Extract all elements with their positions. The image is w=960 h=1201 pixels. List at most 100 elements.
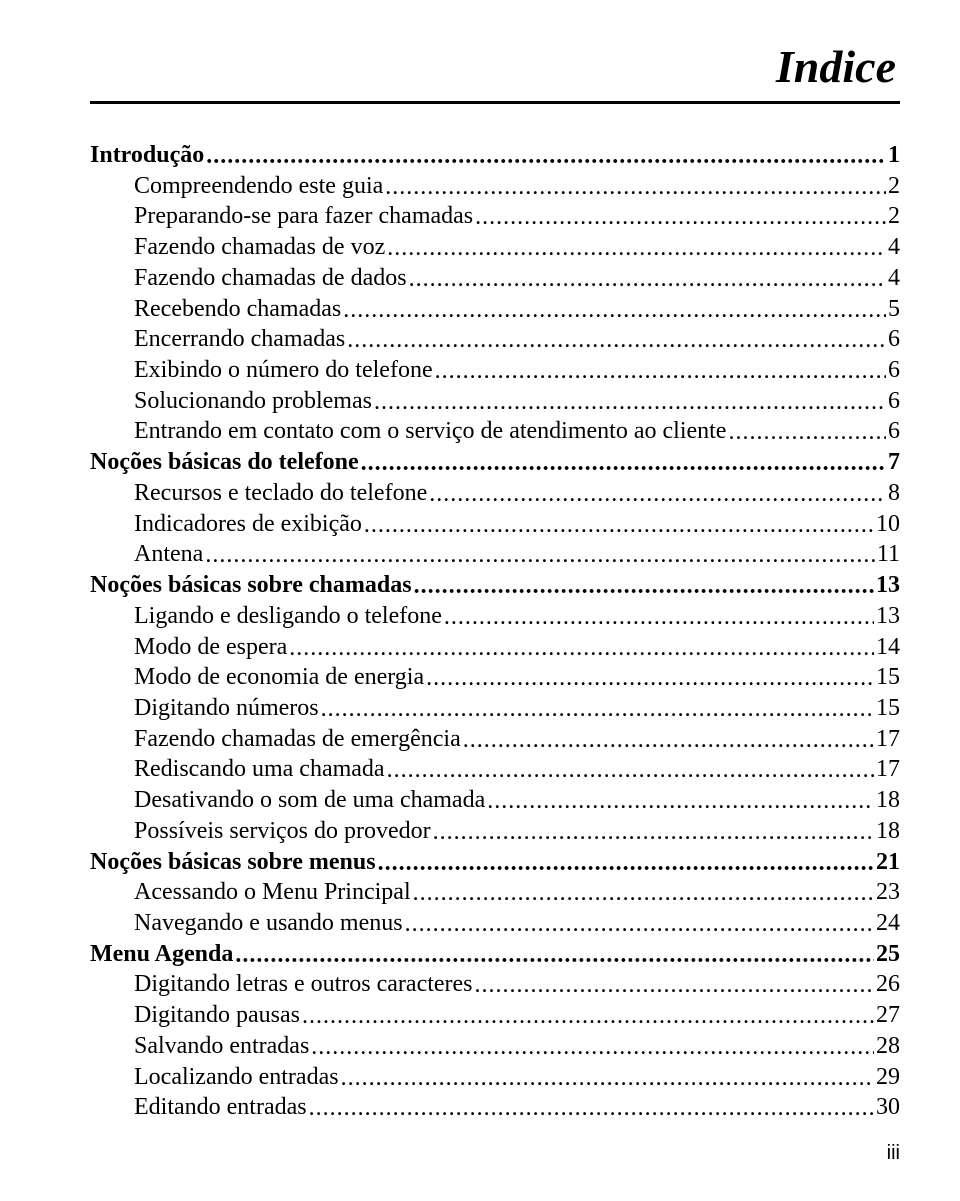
toc-label: Antena [134,539,203,570]
toc-page-number: 11 [877,539,900,570]
toc-page-number: 4 [888,232,900,263]
toc-label: Solucionando problemas [134,386,372,417]
toc-leader-dots [235,940,874,970]
toc-label: Digitando números [134,693,319,724]
toc-entry: Compreendendo este guia2 [90,171,900,202]
toc-page-number: 18 [876,785,900,816]
toc-page-number: 6 [888,355,900,386]
toc-entry: Preparando-se para fazer chamadas2 [90,201,900,232]
toc-page-number: 15 [876,662,900,693]
page-number: iii [887,1142,900,1165]
toc-entry: Editando entradas 30 [90,1092,900,1123]
toc-page-number: 7 [888,447,900,478]
toc-entry: Possíveis serviços do provedor18 [90,816,900,847]
toc-leader-dots [433,817,874,847]
toc-leader-dots [463,725,874,755]
toc-entry: Recursos e teclado do telefone8 [90,478,900,509]
toc-page-number: 15 [876,693,900,724]
toc-leader-dots [206,141,886,171]
toc-section: Noções básicas sobre menus21 [90,847,900,878]
toc-page-number: 6 [888,324,900,355]
toc-page-number: 13 [876,570,900,601]
toc-entry: Indicadores de exibição10 [90,509,900,540]
toc-label: Desativando o som de uma chamada [134,785,485,816]
toc-page-number: 30 [876,1092,900,1123]
toc-label: Digitando pausas [134,1000,300,1031]
toc-section: Menu Agenda25 [90,939,900,970]
toc-page-number: 10 [876,509,900,540]
toc-entry: Modo de economia de energia 15 [90,662,900,693]
toc-entry: Modo de espera14 [90,632,900,663]
toc-label: Introdução [90,140,204,171]
toc-label: Exibindo o número do telefone [134,355,433,386]
toc-section: Noções básicas do telefone7 [90,447,900,478]
toc-leader-dots [309,1093,874,1123]
toc-page-number: 24 [876,908,900,939]
toc-leader-dots [413,878,874,908]
toc-page-number: 23 [876,877,900,908]
toc-leader-dots [378,848,874,878]
toc-entry: Fazendo chamadas de voz4 [90,232,900,263]
toc-label: Fazendo chamadas de emergência [134,724,461,755]
toc-leader-dots [444,602,874,632]
toc-page-number: 6 [888,416,900,447]
toc-page-number: 28 [876,1031,900,1062]
toc-entry: Ligando e desligando o telefone13 [90,601,900,632]
toc-entry: Navegando e usando menus 24 [90,908,900,939]
toc-leader-dots [426,663,874,693]
toc-page-number: 13 [876,601,900,632]
toc-label: Navegando e usando menus [134,908,403,939]
toc-entry: Salvando entradas 28 [90,1031,900,1062]
toc-page-number: 26 [876,969,900,1000]
toc-label: Encerrando chamadas [134,324,345,355]
toc-entry: Digitando letras e outros caracteres26 [90,969,900,1000]
toc-page-number: 1 [888,140,900,171]
toc-page-number: 17 [876,724,900,755]
toc-leader-dots [385,172,886,202]
toc-leader-dots [302,1001,874,1031]
toc-leader-dots [435,356,886,386]
toc-leader-dots [414,571,874,601]
toc-page-number: 5 [888,294,900,325]
toc-label: Fazendo chamadas de dados [134,263,407,294]
toc-label: Recursos e teclado do telefone [134,478,427,509]
page: Indice Introdução1Compreendendo este gui… [0,0,960,1201]
toc-label: Noções básicas sobre chamadas [90,570,412,601]
toc-leader-dots [347,325,886,355]
toc-label: Editando entradas [134,1092,307,1123]
toc-leader-dots [321,694,874,724]
toc-entry: Acessando o Menu Principal23 [90,877,900,908]
toc-entry: Recebendo chamadas 5 [90,294,900,325]
toc-page-number: 6 [888,386,900,417]
toc-entry: Fazendo chamadas de emergência 17 [90,724,900,755]
toc-entry: Localizando entradas29 [90,1062,900,1093]
title-rule [90,101,900,104]
toc-page-number: 4 [888,263,900,294]
toc-label: Salvando entradas [134,1031,309,1062]
toc-entry: Entrando em contato com o serviço de ate… [90,416,900,447]
toc-entry: Digitando pausas 27 [90,1000,900,1031]
toc-label: Rediscando uma chamada [134,754,385,785]
toc-entry: Digitando números 15 [90,693,900,724]
toc-entry: Encerrando chamadas 6 [90,324,900,355]
toc-page-number: 29 [876,1062,900,1093]
toc-leader-dots [374,387,886,417]
toc-leader-dots [289,633,874,663]
toc-page-number: 2 [888,201,900,232]
toc-leader-dots [409,264,886,294]
toc-page-number: 17 [876,754,900,785]
toc-leader-dots [487,786,874,816]
toc-page-number: 18 [876,816,900,847]
toc-section: Noções básicas sobre chamadas 13 [90,570,900,601]
toc-page-number: 27 [876,1000,900,1031]
toc-leader-dots [475,202,886,232]
toc-label: Recebendo chamadas [134,294,341,325]
toc-leader-dots [361,448,886,478]
toc-leader-dots [387,233,886,263]
toc-label: Modo de economia de energia [134,662,424,693]
toc-leader-dots [343,295,886,325]
toc-leader-dots [728,417,886,447]
toc-section: Introdução 1 [90,140,900,171]
toc-label: Modo de espera [134,632,287,663]
toc-leader-dots [341,1063,874,1093]
